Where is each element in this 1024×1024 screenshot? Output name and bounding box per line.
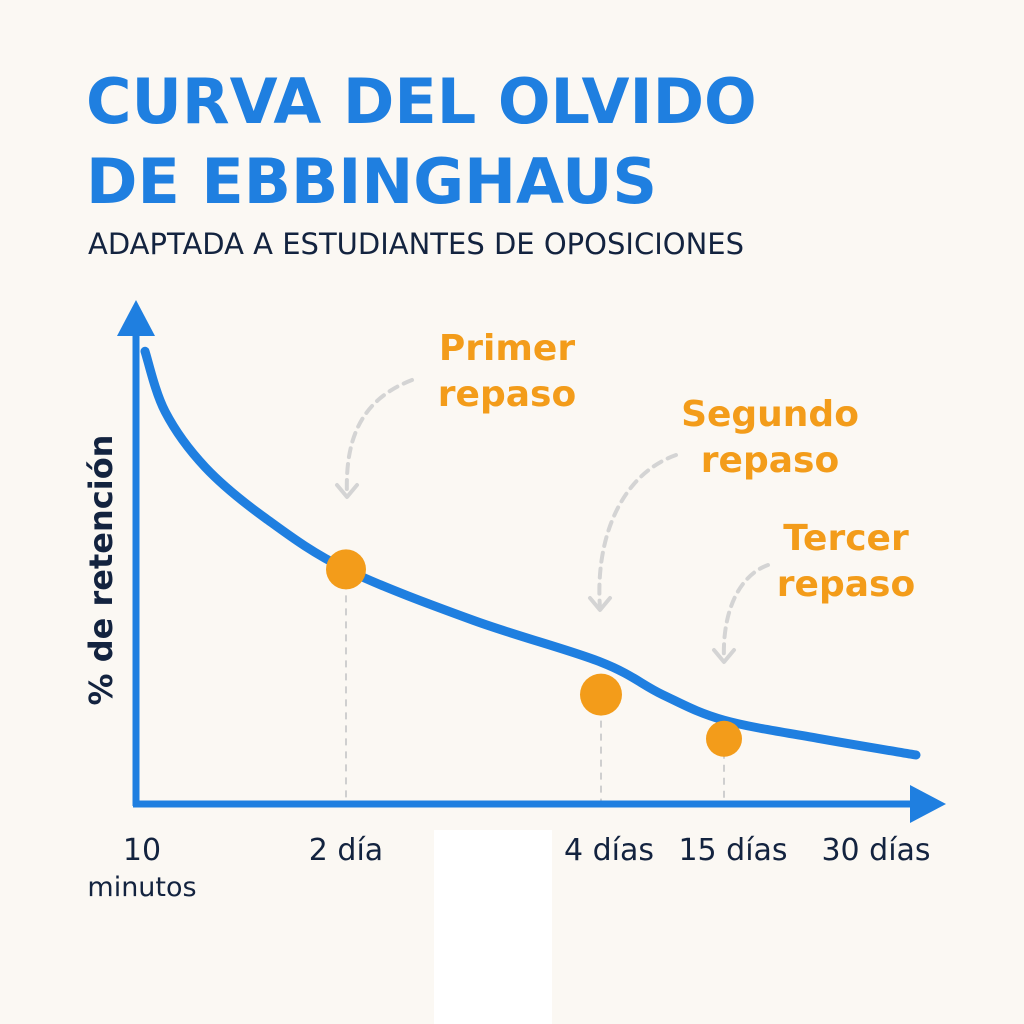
review-point bbox=[706, 720, 742, 757]
y-axis-arrowhead bbox=[117, 300, 155, 336]
blank-patch bbox=[434, 830, 552, 1024]
annotation-arrow bbox=[721, 563, 770, 662]
x-tick-label: 10 minutos bbox=[87, 833, 196, 903]
annotation-label: Primer bbox=[439, 328, 575, 369]
chart-title: CURVA DEL OLVIDO DE EBBINGHAUS bbox=[86, 62, 757, 222]
title-line-1: CURVA DEL OLVIDO bbox=[86, 65, 757, 138]
annotation-label: Segundo bbox=[681, 394, 859, 435]
annotation-label: repaso bbox=[777, 564, 915, 605]
x-tick-label: 15 días bbox=[678, 833, 787, 868]
annotation-label: repaso bbox=[438, 374, 576, 415]
annotation-label: Tercer bbox=[783, 518, 909, 559]
y-axis-label: % de retención bbox=[82, 435, 120, 706]
chart-subtitle: ADAPTADA A ESTUDIANTES DE OPOSICIONES bbox=[88, 227, 744, 261]
review-point bbox=[326, 549, 366, 590]
x-tick-label: 30 días bbox=[821, 833, 930, 868]
annotation-arrowhead bbox=[588, 596, 612, 612]
annotation-label: repaso bbox=[701, 440, 839, 481]
annotation-arrowhead bbox=[712, 648, 736, 664]
x-tick-label: 2 día bbox=[309, 833, 383, 868]
annotation-arrow bbox=[344, 378, 414, 497]
x-axis-arrowhead bbox=[910, 785, 946, 823]
title-line-2: DE EBBINGHAUS bbox=[86, 145, 658, 218]
review-point bbox=[580, 673, 622, 716]
retention-curve bbox=[140, 346, 921, 760]
x-tick-label: 4 días bbox=[564, 833, 654, 868]
annotation-arrowhead bbox=[335, 483, 359, 499]
annotation-arrow bbox=[597, 453, 678, 610]
